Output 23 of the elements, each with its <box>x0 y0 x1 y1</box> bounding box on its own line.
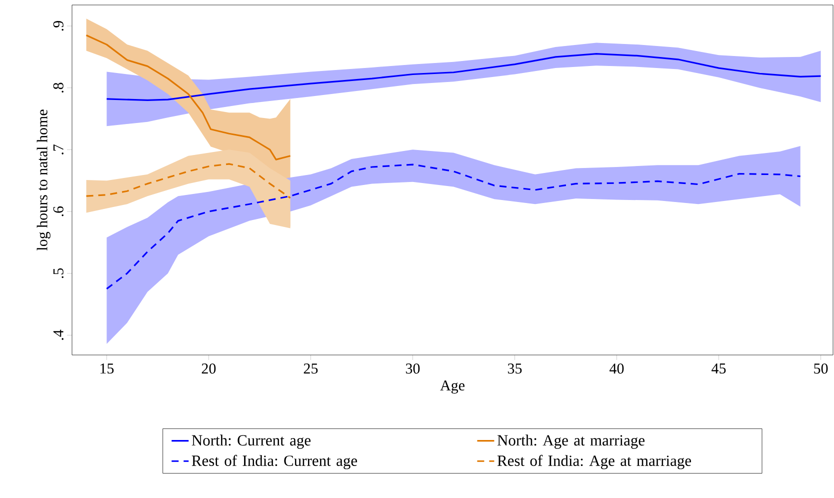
y-tick-label: .5 <box>53 268 64 278</box>
y-axis-title: log hours to natal home <box>36 110 50 251</box>
line-series <box>106 164 802 290</box>
line-series <box>106 53 822 102</box>
y-tick-label: .7 <box>53 144 64 154</box>
x-tick-label: 20 <box>202 364 216 374</box>
y-tick-label: .6 <box>53 206 64 216</box>
x-tick-label: 15 <box>100 364 114 374</box>
x-tick-label: 25 <box>304 364 318 374</box>
line-series <box>85 34 292 160</box>
x-tick-label: 30 <box>406 364 420 374</box>
legend-label: Rest of India: Current age <box>192 454 358 470</box>
legend-label: Rest of India: Age at marriage <box>497 454 692 470</box>
legend-label: North: Current age <box>192 434 311 449</box>
y-tick-label: .9 <box>53 20 64 31</box>
x-tick-label: 40 <box>610 364 624 374</box>
y-tick-label: .4 <box>53 330 64 340</box>
y-tick-label: .8 <box>53 82 64 92</box>
x-axis-title: Age <box>440 380 464 394</box>
x-tick-label: 45 <box>712 364 726 374</box>
legend-label: North: Age at marriage <box>497 434 645 449</box>
x-tick-label: 35 <box>508 364 522 374</box>
x-tick-label: 50 <box>814 364 828 374</box>
